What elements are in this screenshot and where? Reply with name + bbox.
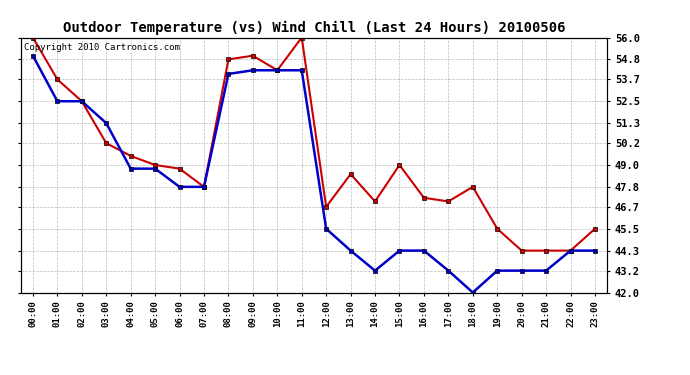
Text: Copyright 2010 Cartronics.com: Copyright 2010 Cartronics.com (23, 43, 179, 52)
Title: Outdoor Temperature (vs) Wind Chill (Last 24 Hours) 20100506: Outdoor Temperature (vs) Wind Chill (Las… (63, 21, 565, 35)
